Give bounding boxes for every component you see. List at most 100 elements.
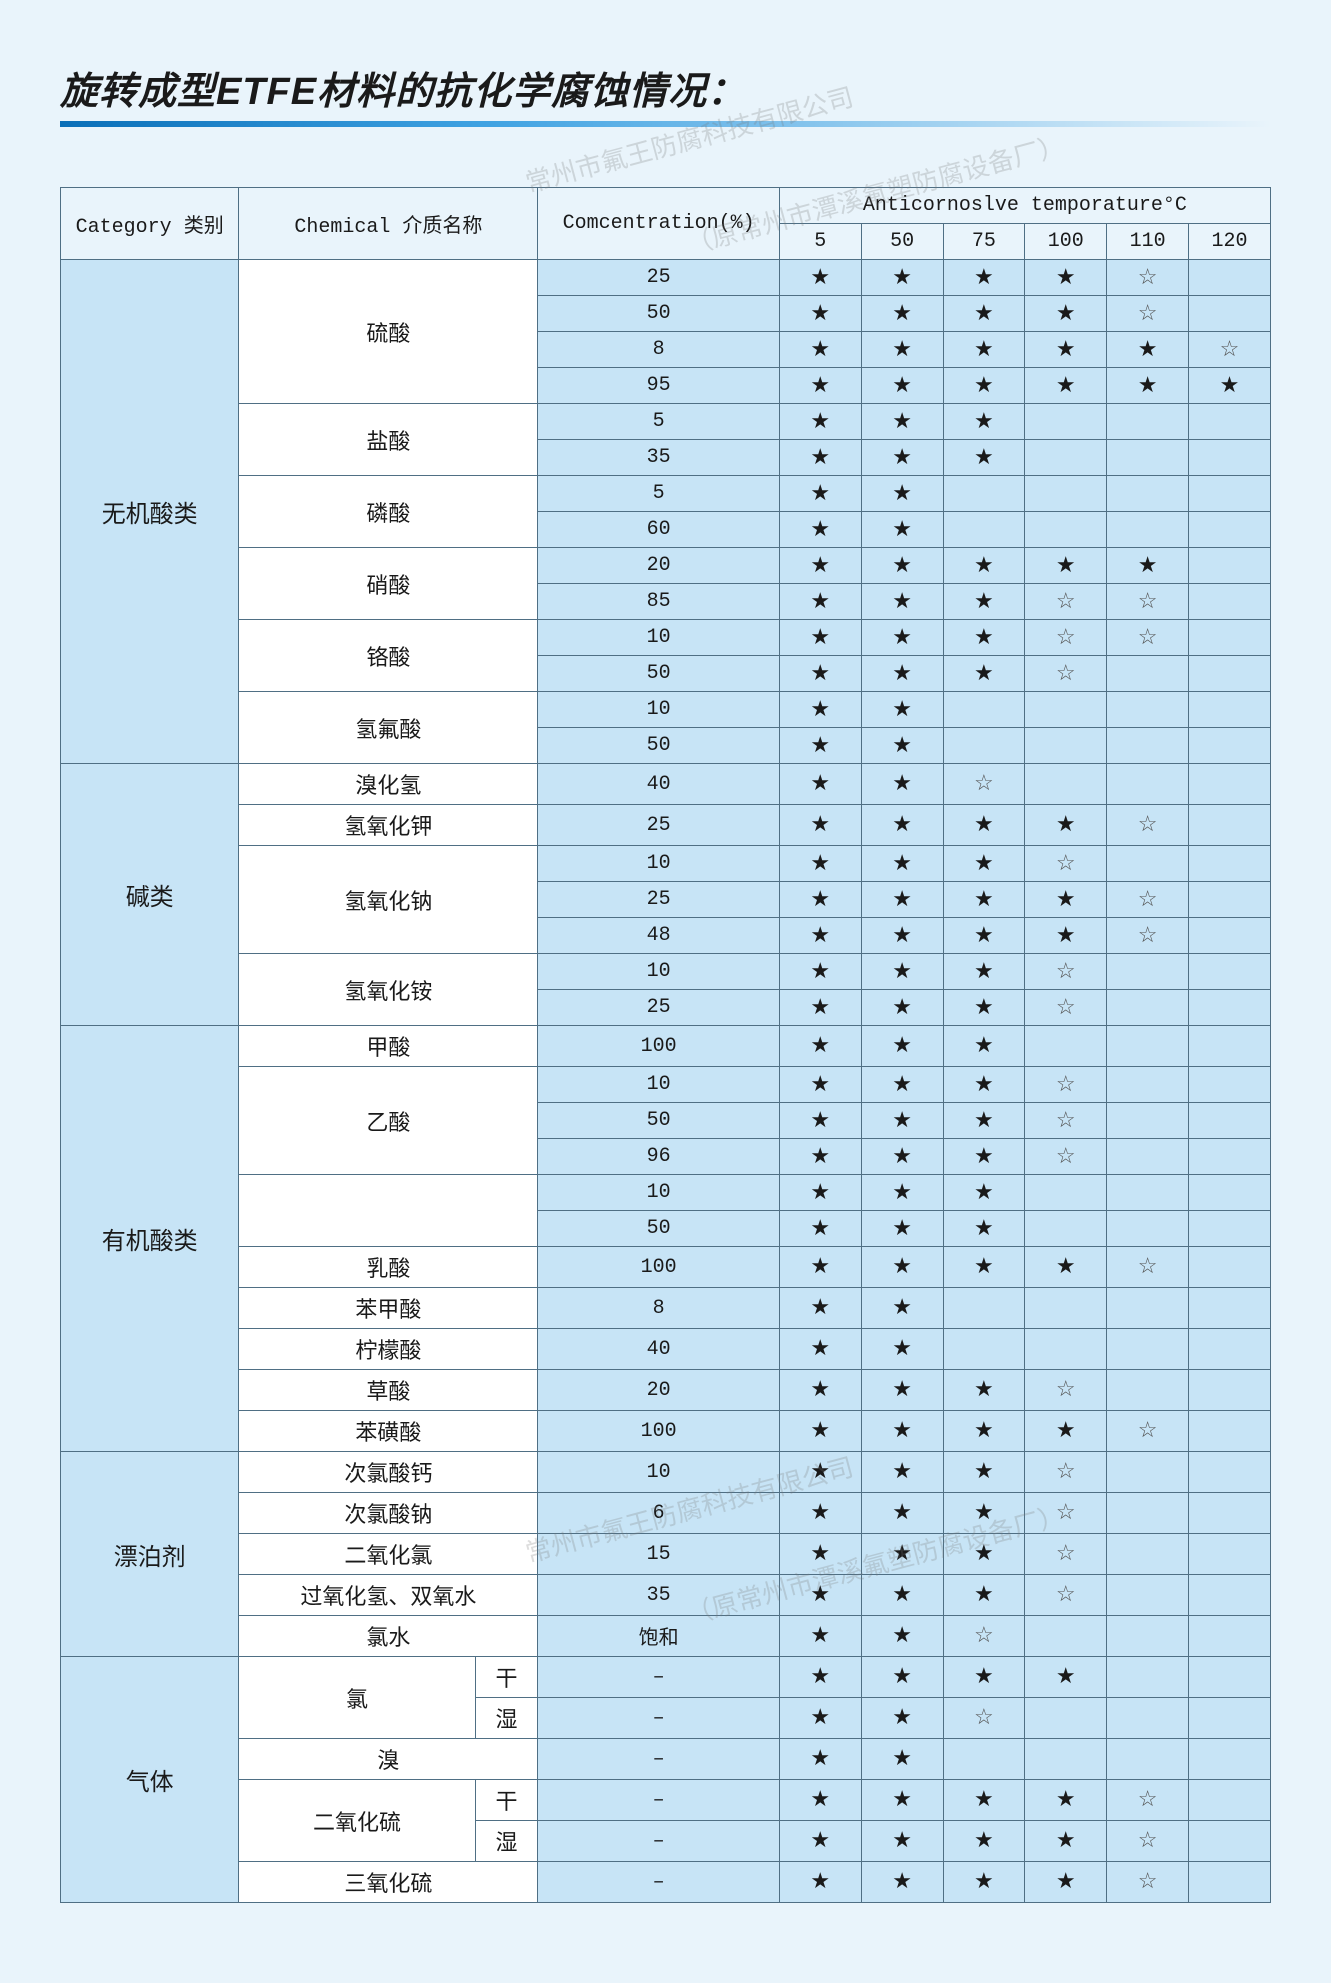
- value-cell: ★: [779, 918, 861, 954]
- table-body: 无机酸类硫酸25★★★★☆50★★★★☆8★★★★★☆95★★★★★★盐酸5★★…: [61, 260, 1271, 1903]
- value-cell: ☆: [1107, 260, 1189, 296]
- value-cell: ★: [1107, 368, 1189, 404]
- value-cell: ★: [861, 1657, 943, 1698]
- chemical-cell: 柠檬酸: [239, 1329, 538, 1370]
- value-cell: ☆: [1107, 805, 1189, 846]
- concentration-cell: 8: [538, 1288, 779, 1329]
- value-cell: ★: [779, 1493, 861, 1534]
- value-cell: [1107, 764, 1189, 805]
- table-row: 苯磺酸100★★★★☆: [61, 1411, 1271, 1452]
- value-cell: [943, 1329, 1025, 1370]
- value-cell: [1189, 1657, 1271, 1698]
- value-cell: ★: [861, 1329, 943, 1370]
- value-cell: ☆: [1025, 1493, 1107, 1534]
- chemical-cell: 次氯酸钙: [239, 1452, 538, 1493]
- value-cell: ★: [943, 1026, 1025, 1067]
- concentration-cell: 60: [538, 512, 779, 548]
- table-row: 二氧化氯15★★★☆: [61, 1534, 1271, 1575]
- value-cell: ★: [779, 1821, 861, 1862]
- th-temp: 110: [1107, 224, 1189, 260]
- value-cell: [1025, 1616, 1107, 1657]
- value-cell: ★: [1107, 332, 1189, 368]
- value-cell: [1189, 512, 1271, 548]
- chemical-cell: 磷酸: [239, 476, 538, 548]
- value-cell: ★: [861, 296, 943, 332]
- value-cell: ★: [779, 260, 861, 296]
- value-cell: ★: [779, 1739, 861, 1780]
- page-title: 旋转成型ETFE材料的抗化学腐蚀情况：: [60, 60, 1271, 115]
- value-cell: [1107, 1175, 1189, 1211]
- value-cell: [1025, 1211, 1107, 1247]
- value-cell: [943, 512, 1025, 548]
- value-cell: ★: [779, 805, 861, 846]
- concentration-cell: 25: [538, 260, 779, 296]
- value-cell: ☆: [1025, 1575, 1107, 1616]
- value-cell: ★: [779, 1534, 861, 1575]
- resistance-table: Category 类别 Chemical 介质名称 Comcentration(…: [60, 187, 1271, 1903]
- value-cell: ★: [779, 846, 861, 882]
- value-cell: ★: [943, 1370, 1025, 1411]
- value-cell: ★: [779, 656, 861, 692]
- chemical-cell: 硝酸: [239, 548, 538, 620]
- value-cell: ☆: [1107, 584, 1189, 620]
- table-row: 乙酸10★★★☆: [61, 1067, 1271, 1103]
- value-cell: [1107, 990, 1189, 1026]
- value-cell: [1107, 1329, 1189, 1370]
- value-cell: ☆: [1025, 990, 1107, 1026]
- value-cell: ★: [1025, 296, 1107, 332]
- value-cell: [1189, 404, 1271, 440]
- value-cell: ★: [779, 1452, 861, 1493]
- table-row: 草酸20★★★☆: [61, 1370, 1271, 1411]
- value-cell: ★: [779, 1288, 861, 1329]
- value-cell: [1107, 1026, 1189, 1067]
- value-cell: [943, 692, 1025, 728]
- table-row: 10★★★: [61, 1175, 1271, 1211]
- concentration-cell: 85: [538, 584, 779, 620]
- value-cell: [1107, 1452, 1189, 1493]
- value-cell: [1025, 1698, 1107, 1739]
- table-row: 氯水饱和★★☆: [61, 1616, 1271, 1657]
- value-cell: ★: [861, 1739, 943, 1780]
- value-cell: ★: [861, 260, 943, 296]
- value-cell: [1107, 1575, 1189, 1616]
- value-cell: ★: [943, 1139, 1025, 1175]
- value-cell: ☆: [1025, 954, 1107, 990]
- page: 旋转成型ETFE材料的抗化学腐蚀情况： Category 类别 Chemical…: [0, 0, 1331, 1983]
- value-cell: ☆: [1107, 296, 1189, 332]
- value-cell: [1189, 1739, 1271, 1780]
- value-cell: [1107, 728, 1189, 764]
- value-cell: [1189, 1534, 1271, 1575]
- value-cell: [1189, 1370, 1271, 1411]
- value-cell: [1189, 1616, 1271, 1657]
- th-temp: 120: [1189, 224, 1271, 260]
- value-cell: ★: [861, 584, 943, 620]
- value-cell: ★: [779, 764, 861, 805]
- concentration-cell: 50: [538, 1211, 779, 1247]
- concentration-cell: 10: [538, 1067, 779, 1103]
- chemical-cell: 铬酸: [239, 620, 538, 692]
- value-cell: ★: [943, 1493, 1025, 1534]
- value-cell: [1189, 954, 1271, 990]
- table-row: 气体氯干–★★★★: [61, 1657, 1271, 1698]
- value-cell: ☆: [943, 1616, 1025, 1657]
- value-cell: ★: [779, 548, 861, 584]
- value-cell: ★: [943, 1211, 1025, 1247]
- value-cell: ★: [943, 620, 1025, 656]
- chemical-cell: 溴: [239, 1739, 538, 1780]
- value-cell: ★: [861, 332, 943, 368]
- value-cell: ★: [779, 1139, 861, 1175]
- value-cell: [943, 1739, 1025, 1780]
- value-cell: ★: [1025, 918, 1107, 954]
- value-cell: [1189, 692, 1271, 728]
- value-cell: [1107, 1139, 1189, 1175]
- th-chemical: Chemical 介质名称: [239, 188, 538, 260]
- concentration-cell: –: [538, 1780, 779, 1821]
- table-row: 氢氟酸10★★: [61, 692, 1271, 728]
- value-cell: ★: [779, 1247, 861, 1288]
- value-cell: ★: [943, 1103, 1025, 1139]
- value-cell: ☆: [1025, 846, 1107, 882]
- chemical-cell: 硫酸: [239, 260, 538, 404]
- concentration-cell: 5: [538, 476, 779, 512]
- value-cell: [1189, 1103, 1271, 1139]
- table-row: 二氧化硫干–★★★★☆: [61, 1780, 1271, 1821]
